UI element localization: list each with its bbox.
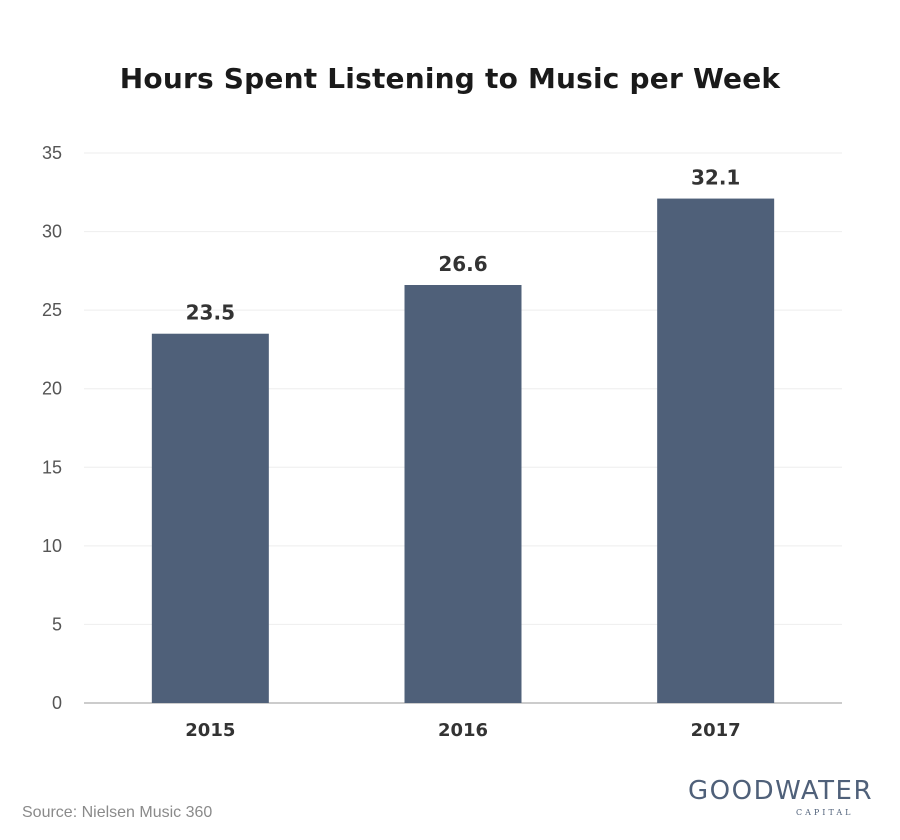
y-tick-label: 25 bbox=[42, 300, 62, 320]
bar-2017 bbox=[657, 198, 775, 704]
source-note: Source: Nielsen Music 360 bbox=[22, 804, 213, 821]
y-tick-label: 15 bbox=[42, 457, 62, 477]
y-axis-ticks: 0 5 10 15 20 25 30 35 bbox=[42, 143, 62, 713]
value-label-2016: 26.6 bbox=[438, 252, 487, 276]
bar-2015 bbox=[151, 333, 269, 703]
bar-2016 bbox=[404, 285, 522, 703]
y-tick-label: 5 bbox=[52, 614, 62, 634]
y-tick-label: 30 bbox=[42, 222, 62, 242]
x-tick-label-2015: 2015 bbox=[185, 720, 235, 741]
value-label-2017: 32.1 bbox=[691, 166, 740, 190]
y-tick-label: 20 bbox=[42, 379, 62, 399]
goodwater-capital-logo: GOODWATER CAPITAL bbox=[688, 776, 888, 826]
y-tick-label: 35 bbox=[42, 143, 62, 163]
x-tick-label-2016: 2016 bbox=[438, 720, 488, 741]
x-tick-label-2017: 2017 bbox=[691, 720, 741, 741]
chart-title: Hours Spent Listening to Music per Week bbox=[119, 62, 781, 95]
y-tick-label: 0 bbox=[52, 693, 62, 713]
y-tick-label: 10 bbox=[42, 536, 62, 556]
logo-wordmark: GOODWATER bbox=[688, 776, 874, 806]
bars bbox=[151, 198, 775, 704]
x-axis-ticks: 2015 2016 2017 bbox=[185, 720, 740, 741]
value-labels: 23.5 26.6 32.1 bbox=[186, 166, 741, 325]
logo-subtitle: CAPITAL bbox=[796, 808, 854, 817]
value-label-2015: 23.5 bbox=[186, 301, 235, 325]
